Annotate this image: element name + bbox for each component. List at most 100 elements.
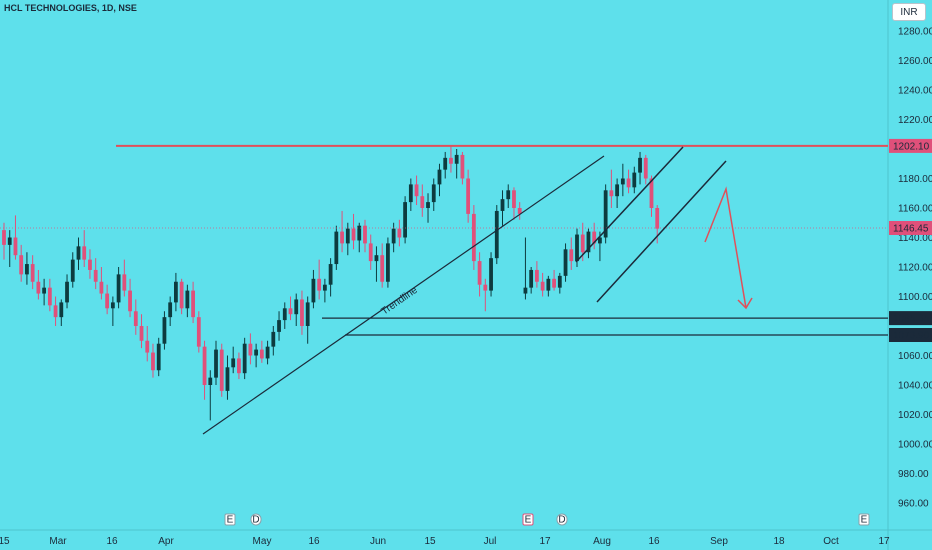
- candle-88: [506, 184, 511, 208]
- candle-body: [626, 178, 631, 188]
- x-tick-label-3: Apr: [158, 536, 174, 547]
- candle-body: [277, 320, 281, 332]
- candle-19: [110, 296, 115, 326]
- candle-body: [242, 343, 247, 374]
- price-label-text: 1085.35: [893, 314, 930, 325]
- candle-body: [414, 184, 419, 197]
- price-label-text: 1073.90: [893, 330, 930, 341]
- candle-body: [563, 249, 568, 276]
- candle-4: [25, 252, 29, 285]
- candle-98: [563, 243, 568, 282]
- candle-45: [259, 340, 264, 363]
- candle-body: [512, 190, 516, 208]
- candle-body: [116, 274, 121, 303]
- candle-13: [76, 237, 81, 270]
- candle-59: [340, 210, 344, 253]
- candle-37: [214, 340, 218, 385]
- projection-path: [704, 186, 747, 309]
- channel-upper-line: [575, 146, 684, 263]
- candle-body: [219, 349, 224, 391]
- candle-67: [386, 237, 390, 288]
- candle-36: [208, 370, 213, 421]
- candle-63: [363, 219, 367, 253]
- x-tick-label-14: Oct: [823, 536, 839, 547]
- currency-button[interactable]: INR: [892, 3, 926, 21]
- candle-body: [53, 305, 58, 318]
- candle-61: [351, 213, 356, 250]
- candle-body: [557, 275, 562, 288]
- candle-39: [225, 355, 230, 400]
- candle-body: [214, 349, 218, 378]
- x-tick-label-9: 17: [539, 536, 551, 547]
- candle-body: [391, 228, 396, 244]
- candle-70: [403, 196, 407, 244]
- candle-body: [638, 157, 642, 173]
- candle-body: [168, 302, 173, 318]
- candle-body: [294, 299, 299, 315]
- drawings-layer: Trendline: [0, 144, 888, 435]
- candle-body: [655, 208, 660, 229]
- event-marker-1: D: [250, 513, 262, 526]
- candle-body: [30, 264, 35, 282]
- y-tick-label-6: 1140.00: [898, 233, 932, 244]
- price-label-text: 1202.10: [893, 141, 930, 152]
- candle-body: [529, 269, 534, 288]
- candle-42: [242, 337, 247, 380]
- candle-103: [592, 222, 597, 250]
- candle-body: [2, 230, 6, 245]
- candle-body: [110, 302, 115, 309]
- candle-body: [620, 178, 625, 185]
- trendline: [202, 155, 605, 435]
- candle-body: [156, 343, 161, 371]
- candle-body: [483, 284, 488, 291]
- price-label-support-2: 1085.35: [889, 311, 932, 326]
- candle-51: [294, 293, 299, 326]
- candle-body: [65, 281, 69, 303]
- candle-body: [225, 367, 230, 391]
- price-label-last-1: 1146.45: [889, 220, 932, 235]
- candle-71: [408, 178, 413, 211]
- candle-77: [443, 151, 448, 179]
- candle-22: [128, 278, 132, 318]
- candle-52: [300, 290, 304, 335]
- candle-body: [122, 274, 127, 291]
- candle-102: [586, 228, 591, 259]
- candle-73: [420, 184, 425, 217]
- candle-5: [30, 255, 35, 290]
- y-tick-label-1: 1260.00: [898, 56, 932, 67]
- event-marker-2: E: [522, 513, 534, 526]
- candle-72: [414, 175, 419, 206]
- candles-layer: [2, 146, 660, 421]
- price-label-box: [889, 220, 932, 235]
- candle-106: [609, 169, 614, 208]
- event-marker-letter: E: [525, 515, 532, 526]
- candle-10: [59, 299, 64, 326]
- candle-0: [2, 222, 6, 260]
- candle-50: [288, 296, 293, 321]
- candle-body: [431, 184, 436, 203]
- candle-body: [649, 178, 654, 208]
- candle-107: [615, 178, 620, 208]
- x-tick-label-6: Jun: [370, 536, 386, 547]
- price-label-support-3: 1073.90: [889, 327, 932, 342]
- candle-body: [311, 278, 316, 303]
- candle-body: [208, 377, 213, 385]
- candle-54: [311, 269, 316, 309]
- candle-body: [185, 290, 190, 309]
- candle-body: [231, 358, 236, 368]
- y-tick-label-13: 980.00: [898, 469, 929, 480]
- candle-62: [357, 222, 362, 253]
- candle-body: [322, 284, 327, 291]
- event-marker-3: D: [556, 513, 568, 526]
- candle-23: [133, 299, 138, 335]
- candle-86: [494, 205, 499, 265]
- y-tick-label-2: 1240.00: [898, 86, 932, 97]
- candle-28: [162, 311, 167, 350]
- y-tick-label-5: 1160.00: [898, 204, 932, 215]
- event-marker-letter: D: [252, 515, 259, 526]
- candle-89: [512, 187, 516, 220]
- candle-111: [638, 151, 642, 185]
- candle-body: [47, 287, 52, 306]
